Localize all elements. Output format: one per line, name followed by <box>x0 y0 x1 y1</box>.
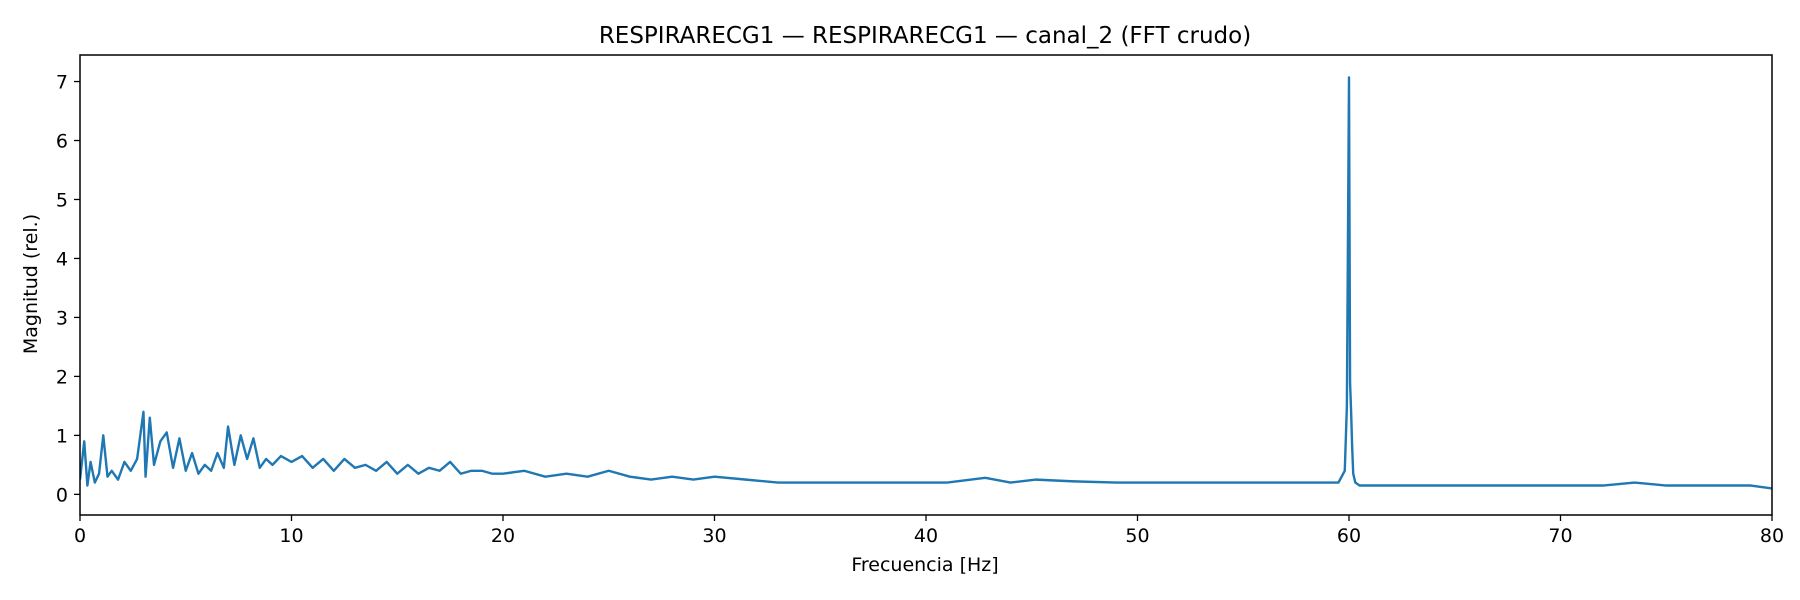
x-tick-label: 80 <box>1760 525 1784 547</box>
x-tick-label: 30 <box>702 525 726 547</box>
x-tick-label: 70 <box>1548 525 1572 547</box>
y-tick-label: 2 <box>56 366 68 388</box>
y-tick-label: 5 <box>56 189 68 211</box>
series-line-0 <box>80 76 1772 490</box>
y-tick-label: 6 <box>56 131 68 153</box>
y-tick-label: 4 <box>56 248 68 270</box>
x-axis-ticks: 0 10 20 30 40 50 60 70 80 <box>74 515 1784 547</box>
y-tick-label: 1 <box>56 425 68 447</box>
x-axis-label: Frecuencia [Hz] <box>851 554 998 576</box>
y-axis-label: Magnitud (rel.) <box>20 214 42 354</box>
y-tick-label: 3 <box>56 307 68 329</box>
x-tick-label: 60 <box>1337 525 1361 547</box>
x-tick-label: 10 <box>279 525 303 547</box>
x-tick-label: 20 <box>491 525 515 547</box>
x-tick-label: 40 <box>914 525 938 547</box>
y-tick-label: 0 <box>56 484 68 506</box>
y-tick-label: 7 <box>56 72 68 94</box>
chart-title: RESPIRARECG1 — RESPIRARECG1 — canal_2 (F… <box>599 23 1251 49</box>
plot-content <box>80 76 1772 490</box>
y-axis-ticks: 0 1 2 3 4 5 6 7 <box>56 72 80 506</box>
x-tick-label: 50 <box>1125 525 1149 547</box>
x-tick-label: 0 <box>74 525 86 547</box>
